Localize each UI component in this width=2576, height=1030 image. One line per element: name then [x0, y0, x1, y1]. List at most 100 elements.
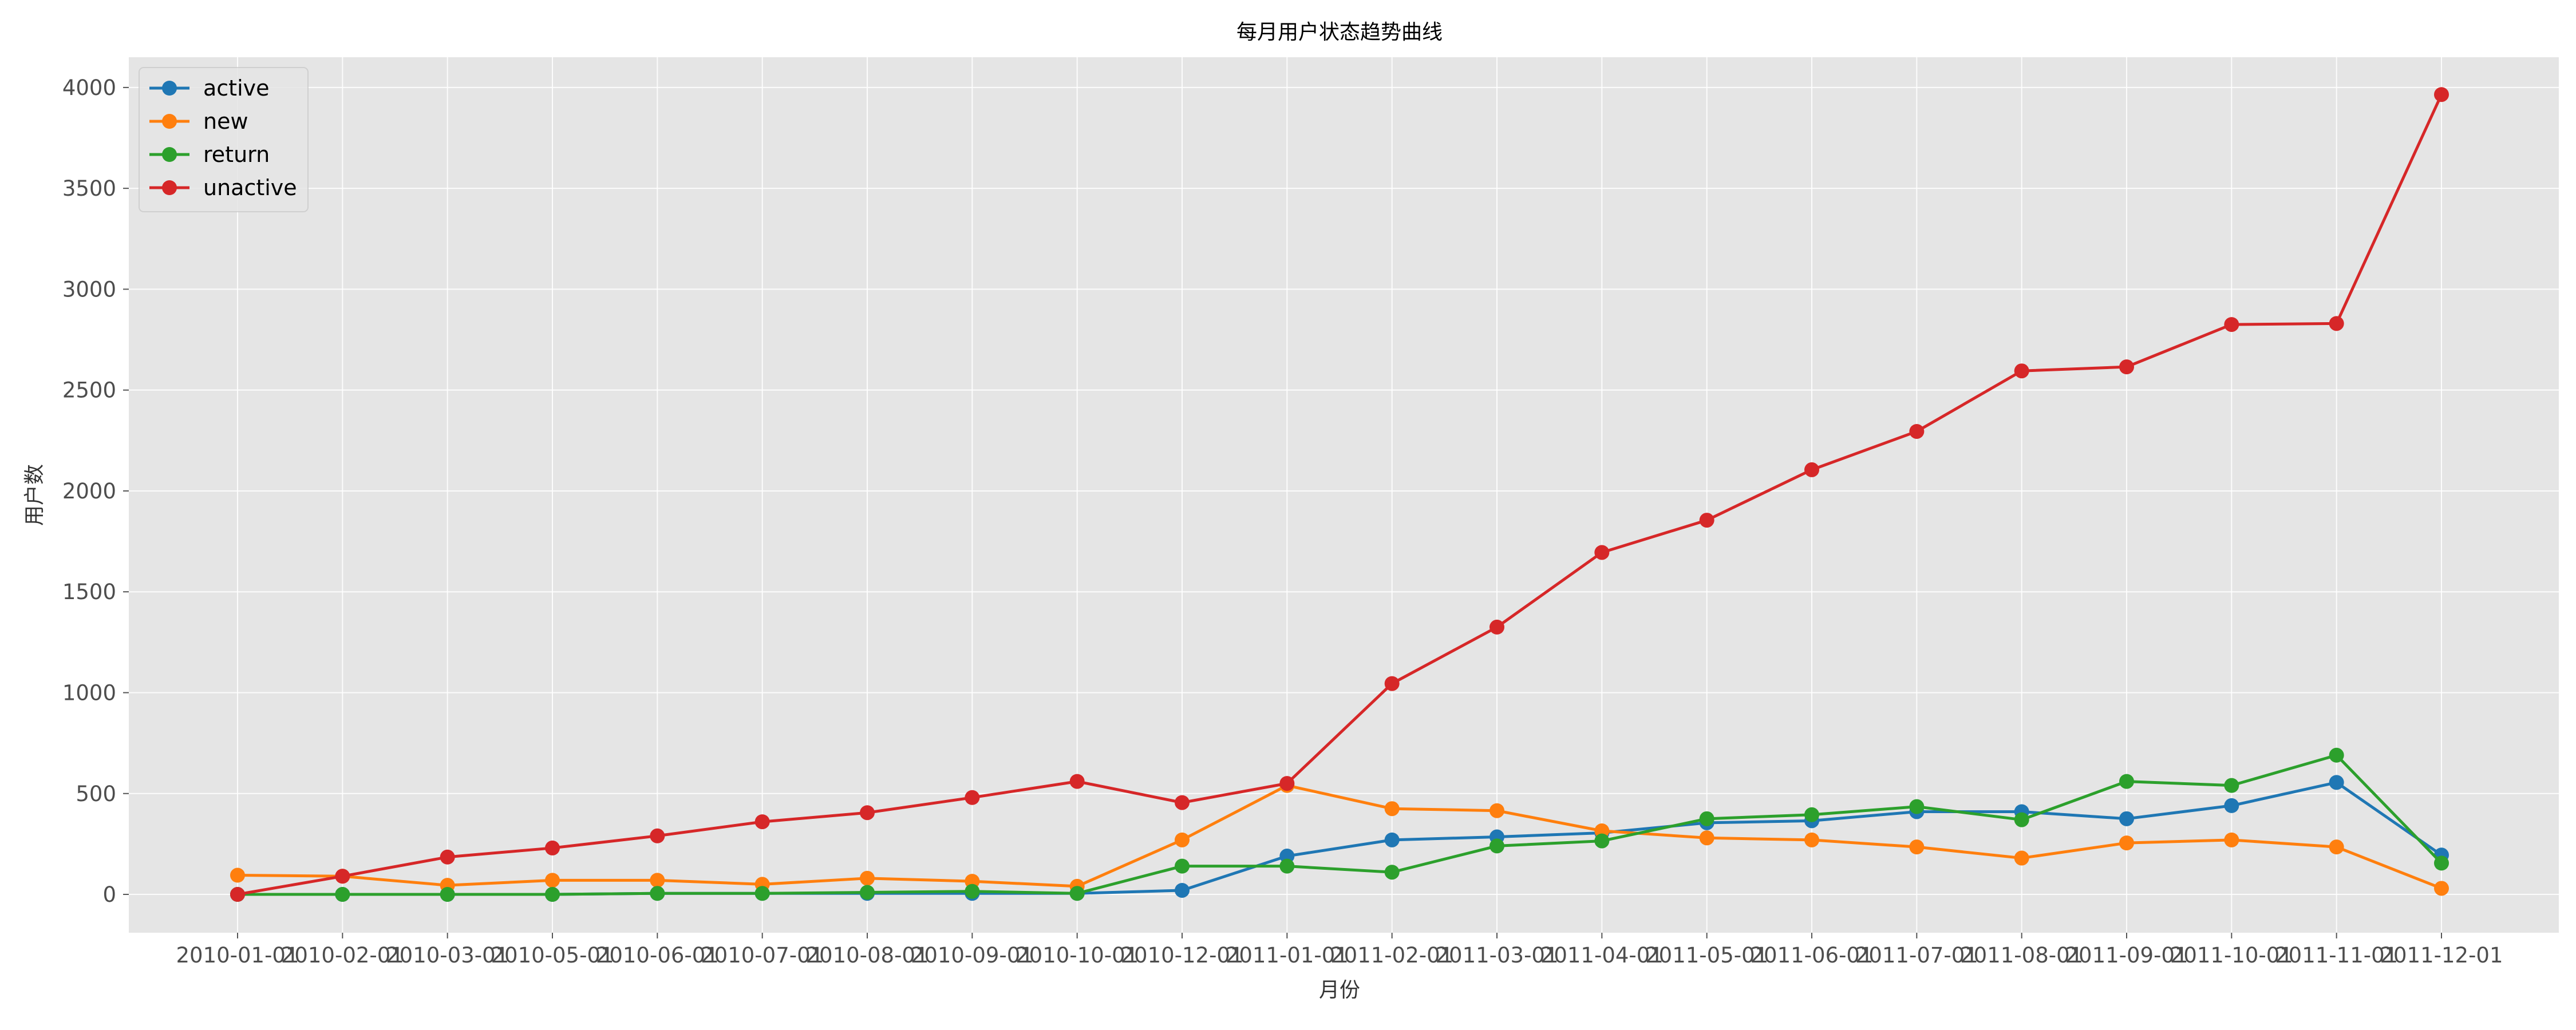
data-point-return-9 — [1175, 858, 1190, 874]
x-tick-label: 2011-01-01 — [1226, 943, 1349, 968]
data-point-unactive-11 — [1384, 676, 1400, 691]
y-tick-label: 0 — [102, 882, 116, 907]
data-point-return-13 — [1594, 833, 1610, 849]
data-point-return-1 — [335, 887, 350, 902]
data-point-return-18 — [2119, 774, 2134, 789]
data-point-return-19 — [2224, 778, 2239, 793]
data-point-return-20 — [2329, 747, 2344, 763]
data-point-new-3 — [545, 873, 560, 888]
data-point-unactive-8 — [1069, 774, 1085, 789]
data-point-return-17 — [2014, 812, 2029, 827]
data-point-unactive-16 — [1909, 423, 1925, 439]
x-tick-label: 2011-03-01 — [1435, 943, 1558, 968]
data-point-return-15 — [1804, 807, 1819, 822]
data-point-unactive-7 — [965, 790, 980, 805]
plot-area — [129, 57, 2559, 933]
data-point-unactive-10 — [1279, 776, 1295, 791]
series-group — [230, 87, 2449, 902]
y-tick-label: 2000 — [62, 479, 116, 504]
x-tick-label: 2010-09-01 — [911, 943, 1034, 968]
data-point-return-4 — [650, 886, 665, 901]
legend: active new return unactive — [139, 67, 309, 212]
y-tick-label: 1000 — [62, 680, 116, 705]
x-axis-label: 月份 — [1319, 978, 1360, 1002]
x-tick-label: 2010-06-01 — [596, 943, 719, 968]
x-tick-label: 2011-02-01 — [1330, 943, 1453, 968]
x-tick-label: 2011-09-01 — [2065, 943, 2188, 968]
x-tick-label: 2010-03-01 — [386, 943, 509, 968]
legend-marker-new — [162, 114, 177, 129]
x-tick-label: 2011-11-01 — [2275, 943, 2398, 968]
data-point-active-9 — [1175, 882, 1190, 898]
data-point-return-6 — [860, 885, 875, 900]
data-point-unactive-1 — [335, 869, 350, 884]
data-point-unactive-6 — [860, 805, 875, 821]
y-axis-ticks: 0 500 1000 1500 2000 2500 3000 3500 4000 — [62, 76, 129, 907]
y-tick-label: 500 — [76, 782, 116, 806]
data-point-unactive-18 — [2119, 359, 2134, 375]
x-tick-label: 2011-05-01 — [1645, 943, 1768, 968]
x-tick-label: 2011-06-01 — [1750, 943, 1873, 968]
data-point-return-3 — [545, 887, 560, 902]
y-tick-label: 1500 — [62, 580, 116, 604]
x-tick-label: 2010-02-01 — [281, 943, 404, 968]
data-point-active-18 — [2119, 811, 2134, 826]
legend-box — [139, 67, 309, 212]
legend-marker-unactive — [162, 180, 177, 195]
data-point-unactive-2 — [440, 849, 455, 865]
y-axis-label: 用户数 — [23, 464, 46, 526]
x-axis-ticks: 2010-01-012010-02-012010-03-012010-05-01… — [176, 933, 2503, 968]
x-tick-label: 2011-04-01 — [1540, 943, 1664, 968]
series-line-new — [237, 784, 2442, 890]
data-point-active-11 — [1384, 832, 1400, 847]
data-point-new-0 — [230, 867, 245, 883]
data-point-new-18 — [2119, 835, 2134, 851]
legend-marker-return — [162, 147, 177, 162]
data-point-unactive-17 — [2014, 363, 2029, 379]
data-point-new-14 — [1699, 830, 1714, 846]
x-tick-label: 2010-05-01 — [491, 943, 614, 968]
series-unactive — [230, 87, 2449, 902]
data-point-new-11 — [1384, 801, 1400, 817]
legend-label-active: active — [203, 76, 270, 101]
data-point-new-17 — [2014, 850, 2029, 866]
legend-marker-active — [162, 81, 177, 96]
legend-label-unactive: unactive — [203, 175, 297, 200]
data-point-unactive-4 — [650, 828, 665, 843]
chart-title: 每月用户状态趋势曲线 — [1236, 21, 1443, 44]
y-tick-label: 2500 — [62, 378, 116, 403]
data-point-return-7 — [965, 884, 980, 899]
data-point-new-21 — [2434, 881, 2449, 896]
data-point-new-19 — [2224, 832, 2239, 847]
data-point-new-16 — [1909, 839, 1925, 855]
x-tick-label: 2011-08-01 — [1960, 943, 2083, 968]
x-tick-label: 2011-07-01 — [1855, 943, 1978, 968]
data-point-unactive-15 — [1804, 462, 1819, 477]
data-point-unactive-13 — [1594, 545, 1610, 560]
data-point-new-9 — [1175, 832, 1190, 847]
x-tick-label: 2010-10-01 — [1016, 943, 1139, 968]
data-point-return-10 — [1279, 858, 1295, 874]
data-point-unactive-21 — [2434, 87, 2449, 102]
y-tick-label: 3000 — [62, 277, 116, 302]
data-point-unactive-5 — [754, 814, 770, 830]
data-point-return-2 — [440, 887, 455, 902]
x-tick-label: 2010-01-01 — [176, 943, 299, 968]
legend-label-new: new — [203, 109, 248, 134]
data-point-new-12 — [1490, 803, 1504, 818]
series-line-return — [238, 754, 2443, 896]
data-point-unactive-12 — [1490, 619, 1504, 635]
y-tick-label: 4000 — [62, 76, 116, 100]
x-tick-label: 2010-08-01 — [805, 943, 929, 968]
data-point-return-11 — [1384, 865, 1400, 880]
data-point-unactive-19 — [2224, 317, 2239, 332]
legend-label-return: return — [203, 142, 270, 167]
data-point-new-6 — [860, 870, 875, 886]
data-point-return-12 — [1490, 838, 1504, 854]
data-point-new-20 — [2329, 839, 2344, 855]
data-point-unactive-9 — [1175, 795, 1190, 810]
data-point-active-19 — [2224, 798, 2239, 813]
x-tick-label: 2011-12-01 — [2380, 943, 2503, 968]
data-point-return-21 — [2434, 855, 2449, 871]
